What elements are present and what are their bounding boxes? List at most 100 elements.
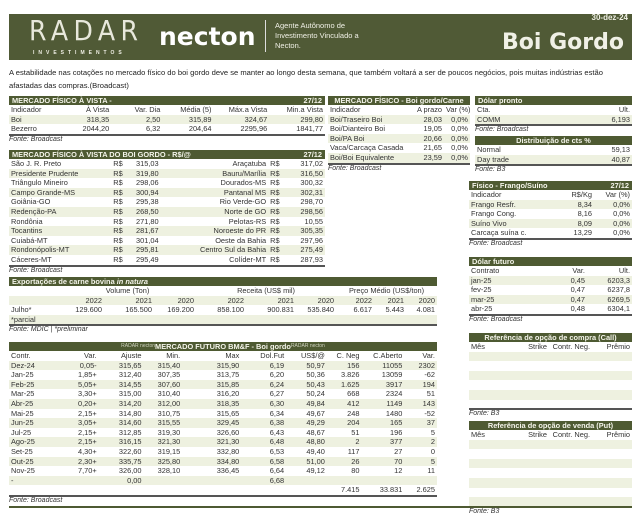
table-row: Boi/Boi Equivalente 23,59 0,0% [328,152,470,164]
table-cell: 316,50 [286,168,325,179]
table-cell: Vaca/Carcaça Casada [330,143,404,153]
table-cell [361,475,405,486]
column-header: Var. [84,351,97,360]
table-cell: R$ [111,245,135,255]
table-cell: R$ [111,206,135,217]
table-title-bar: Dólar pronto [475,96,632,105]
table-cell: 5 [404,456,437,467]
table-cell [499,497,549,507]
table-cell: 268,50 [134,206,174,217]
column-header: Var. Dia [134,105,161,114]
table-date: 27/12 [610,181,630,190]
table-cell: 301,04 [136,235,159,245]
table-row: Dez-24 0,05- 315,65 315,40 315,90 6,19 50,97 15… [9,360,437,371]
table-cell [499,468,549,478]
table-exportacoes: Exportações de carne bovina in natura Vol… [9,277,438,334]
table-cell: R$ [270,178,280,188]
column-header: Min.a Vista [286,105,323,114]
table-title-bar: MERCADO FÍSICO À VISTA - 27/12 [9,96,325,105]
table-cell: - [9,475,58,486]
column-header: Var (%) [605,190,631,199]
column-header: Máx.a Vista [228,105,268,114]
table-cell [549,380,592,390]
table-title: Referência de opção de venda (Put) [487,421,614,430]
table-cell [499,361,549,371]
table-cell: Jul-25 [11,427,32,437]
table-cell: Oeste da Bahia [215,235,267,245]
table-cell [469,468,499,478]
table-row: Bezerro 2044,20 6,32 204,64 2295,96 1841,77 [9,124,325,135]
table-cell: 4,30+ [77,446,97,456]
table-cell: 6,64 [269,466,285,476]
column-header: C.Aberto [373,351,403,360]
table-cell: 335,75 [98,456,144,467]
table-cell: 4.081 [416,305,436,315]
table-row: Frango Resfr. 8,34 0,0% [469,199,632,210]
group-header: Preço Médio (US$/ton) [348,286,425,295]
table-cell: R$ [268,206,287,217]
table-opcao-call: Referência de opção de compra (Call) Mês S… [469,333,632,418]
table-cell: 50,24 [306,389,325,399]
table-row: mar-25 0,47 6269,5 [469,294,632,305]
table-cell: Boi/Boi Equivalente [328,152,410,164]
column-header: Strike [528,430,547,439]
table-cell: R$ [113,254,123,264]
table-cell: 2044,20 [82,124,110,134]
column-header-row: Contrato Var. Ult. [469,266,632,276]
table-cell: 5,05+ [57,379,99,390]
table-row: Cuiabá-MT R$ 301,04 Oeste da Bahia R$ 297,96 [9,236,325,246]
table-cell [9,286,59,296]
column-header: Var. [422,351,435,360]
table-row: Boi 318,35 2,50 315,89 324,67 299,80 [9,114,325,125]
table-cell: mar-25 [469,294,539,305]
table-cell: 310,75 [157,408,181,418]
source-note: Fonte: Broadcast [9,266,63,274]
table-cell: Bezerro [11,124,37,134]
table-row: São J. R. Preto R$ 315,03 Araçatuba R$ 317,02 [9,159,325,169]
year-header: 2020 [154,295,197,306]
empty-row [469,389,632,400]
table-cell: 12 [394,466,403,476]
column-header: Var. [572,266,585,275]
table-cell: 5 [430,427,435,437]
table-cell: 6203,3 [587,275,632,286]
table-cell: São J. R. Preto [11,159,62,168]
table-date: 27/12 [303,96,323,105]
year-header: 2021 [104,295,154,306]
data-table: Volume (Ton) Receita (US$ mil) Preço Médio… [9,286,438,327]
table-opcao-put: Referência de opção de venda (Put) Mês Str… [469,421,632,516]
data-table: Contr. Var. Ajuste Min. Max Dol.Fut US$/@ C. Ne… [9,351,437,497]
table-row: - 0,00 6,68 [9,475,437,486]
table-row: Julho* 129.600 165.500 169.200 858.100 900.83… [9,305,437,315]
table-cell: Cáceres-MT [11,254,52,264]
table-cell: 321,30 [143,437,183,447]
table-cell: 6,53 [269,446,285,456]
table-cell [592,458,632,469]
table-row: Ago-25 2,15+ 316,15 321,30 321,30 6,48 48,80 2 3… [9,437,437,447]
table-cell: R$ [113,159,123,168]
table-cell: 315,85 [182,379,242,390]
table-cell: R$ [111,187,135,198]
column-header: Contrato [471,266,500,275]
table-cell [499,351,549,362]
table-cell: 328,10 [157,466,181,476]
column-header: Média (5) [180,105,212,114]
group-header: Volume (Ton) [105,286,150,295]
table-cell: 2,30+ [57,456,99,467]
agent-disclaimer: Agente Autônomo de Investimento Vinculad… [275,21,359,50]
table-row: Boi/Dianteiro Boi 19,05 0,0% [328,124,470,134]
table-cell: R$ [270,235,280,245]
empty-row [469,351,632,362]
table-cell: R$ [113,235,123,245]
table-cell: 49,29 [286,418,327,428]
table-cell: Araçatuba [232,159,267,168]
table-row: Suíno Vivo 8,09 0,0% [469,218,632,229]
table-cell: fev-25 [471,285,492,295]
column-header: Strike [528,342,547,351]
table-row: Jul-25 2,15+ 312,85 319,30 326,60 6,43 48,67 51… [9,428,437,438]
table-title: Exportações de carne bovina in natura [12,277,148,286]
year-header-row: 2022 2021 2020 2022 2021 2020 2022 2021 2020 [9,295,438,306]
column-header: A prazo [416,105,442,114]
report-title: Boi Gordo [502,30,624,55]
table-cell: 51,00 [286,456,327,467]
